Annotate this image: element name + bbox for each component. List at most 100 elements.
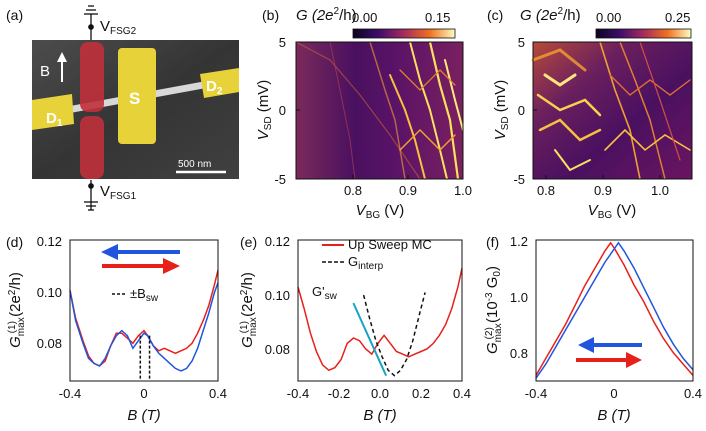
- xtick-c-1.0: 1.0: [651, 183, 669, 198]
- s-label: S: [129, 89, 140, 108]
- heatmap-b-tickmarks: [296, 41, 464, 180]
- b-arrow-head: [57, 52, 67, 62]
- bottom-gate: [80, 116, 104, 179]
- panel-label-d: (d): [6, 234, 23, 250]
- ytick-c-m5: -5: [513, 172, 525, 187]
- plot-f: [535, 241, 694, 379]
- plot-f-frame: [535, 239, 694, 382]
- plot-e: [297, 268, 463, 377]
- b-label: B: [40, 63, 50, 80]
- legend-label-dashed-e: Ginterp: [348, 254, 384, 272]
- ytick-c-5: 5: [518, 35, 525, 50]
- xtick-d--0.4: -0.4: [59, 386, 81, 401]
- series-f-0: [535, 241, 694, 376]
- plot-d-frame: [69, 239, 219, 382]
- cbar-tick-b-max: 0.15: [425, 10, 450, 25]
- xtick-c-0.8: 0.8: [537, 183, 555, 198]
- cbar-label-b: G (2e2/h): [296, 6, 357, 24]
- series-f-1: [535, 241, 694, 379]
- xlabel-f: B (T): [597, 407, 630, 424]
- cbar-tick-b-min: 0.00: [352, 10, 377, 25]
- legend-label-red-e: Up Sweep MC: [348, 237, 432, 252]
- ytick-b-0: 0: [279, 103, 286, 118]
- d2-label: D2: [206, 78, 223, 97]
- panel-label-b: (b): [262, 7, 279, 23]
- drain1-contact: [32, 94, 74, 130]
- heatmap-c-tickmarks: [533, 41, 661, 180]
- source-contact: [118, 48, 156, 144]
- heatmap-b: [296, 42, 463, 179]
- colorbar-c: [595, 28, 692, 39]
- ytick-b-m5: -5: [274, 172, 286, 187]
- ytick-d-0.12: 0.12: [37, 234, 62, 249]
- xtick-b-0.9: 0.9: [399, 183, 417, 198]
- panel-d: (d) ±Bsw 0.12 0.10 0.08 -0.4 0 0.4 Gmax(…: [6, 234, 227, 424]
- ytick-d-0.08: 0.08: [37, 336, 62, 351]
- drain2-contact: [200, 68, 239, 98]
- ylabel-d: Gmax(1) (2e2/h): [7, 272, 27, 348]
- panel-label-e: (e): [240, 234, 257, 250]
- panel-label-f: (f): [486, 234, 499, 250]
- xtick-d-0.4: 0.4: [209, 386, 227, 401]
- ylabel-c: VSD (mV): [492, 80, 511, 141]
- xtick-d-0: 0: [140, 386, 147, 401]
- xlabel-e: B (T): [363, 407, 396, 424]
- heatmap-c-features: [531, 41, 691, 180]
- xtick-c-0.9: 0.9: [594, 183, 612, 198]
- series-e-0: [297, 268, 463, 372]
- panel-c: (c) G (2e2/h) 0.00 0.25 5 0 -5 0.8 0.9 1…: [487, 6, 693, 221]
- series-e-2: [352, 302, 388, 377]
- xlabel-c: VBG (V): [588, 202, 637, 221]
- xtick-f-0: 0: [610, 386, 617, 401]
- scale-label: 500 nm: [178, 159, 211, 170]
- xtick-f--0.4: -0.4: [525, 386, 547, 401]
- blue-arrowhead-f: [578, 337, 594, 353]
- ytick-e-0.08: 0.08: [265, 342, 290, 357]
- legend-label-d: ±Bsw: [130, 286, 159, 304]
- colorbar-b: [352, 28, 456, 39]
- ytick-c-0: 0: [518, 103, 525, 118]
- xtick-b-0.8: 0.8: [344, 183, 362, 198]
- ylabel-e: Gmax(1) (2e2/h): [239, 272, 259, 348]
- xtick-e-0.0: 0.0: [371, 386, 389, 401]
- xlabel-d: B (T): [127, 407, 160, 424]
- annot-e: G'sw: [312, 284, 338, 302]
- direction-arrows-f: [576, 337, 642, 368]
- cbar-tick-c-min: 0.00: [596, 10, 621, 25]
- red-arrowhead-d: [163, 258, 180, 274]
- xtick-e--0.4: -0.4: [287, 386, 309, 401]
- direction-arrows-d: [101, 244, 180, 274]
- xtick-e-0.2: 0.2: [412, 386, 430, 401]
- ytick-e-0.12: 0.12: [265, 234, 290, 249]
- panel-label-a: (a): [6, 7, 23, 23]
- blue-arrowhead-d: [101, 244, 118, 260]
- cbar-label-c: G (2e2/h): [520, 6, 581, 24]
- ytick-d-0.10: 0.10: [37, 285, 62, 300]
- series-e-1: [362, 292, 426, 377]
- bottom-gate-wire: [84, 180, 98, 211]
- xtick-b-1.0: 1.0: [454, 183, 472, 198]
- red-arrowhead-f: [626, 352, 642, 368]
- ytick-f-1.2: 1.2: [510, 234, 528, 249]
- xtick-e--0.2: -0.2: [328, 386, 350, 401]
- plot-e-frame: [297, 239, 463, 382]
- top-gate: [80, 42, 104, 112]
- top-gate-wire: [84, 5, 98, 40]
- ytick-f-0.8: 0.8: [510, 346, 528, 361]
- ylabel-f: Gmax(2) (10-3 G0): [484, 266, 504, 354]
- panel-b: (b) G (2e2/h) 0.00 0.15 5 0 -5 0.8 0.9 1…: [255, 6, 472, 221]
- ytick-b-5: 5: [279, 35, 286, 50]
- gate-bottom-label: VFSG1: [100, 183, 137, 202]
- plot-d: [69, 270, 219, 381]
- xtick-e-0.4: 0.4: [453, 386, 471, 401]
- panel-label-c: (c): [487, 7, 503, 23]
- cbar-tick-c-max: 0.25: [665, 10, 690, 25]
- xlabel-b: VBG (V): [356, 202, 405, 221]
- panel-e: (e) Up Sweep MC Ginterp G'sw 0.12 0.10 0…: [239, 234, 471, 424]
- heatmap-b-features: [295, 40, 464, 181]
- panel-f: (f) 1.2 1.0 0.8 -0.4 0 0.4 Gmax(2) (10-3…: [484, 234, 702, 424]
- d1-label: D1: [46, 110, 63, 129]
- heatmap-c: [533, 42, 692, 179]
- panel-a: (a) VFSG2 VFSG1: [6, 5, 239, 211]
